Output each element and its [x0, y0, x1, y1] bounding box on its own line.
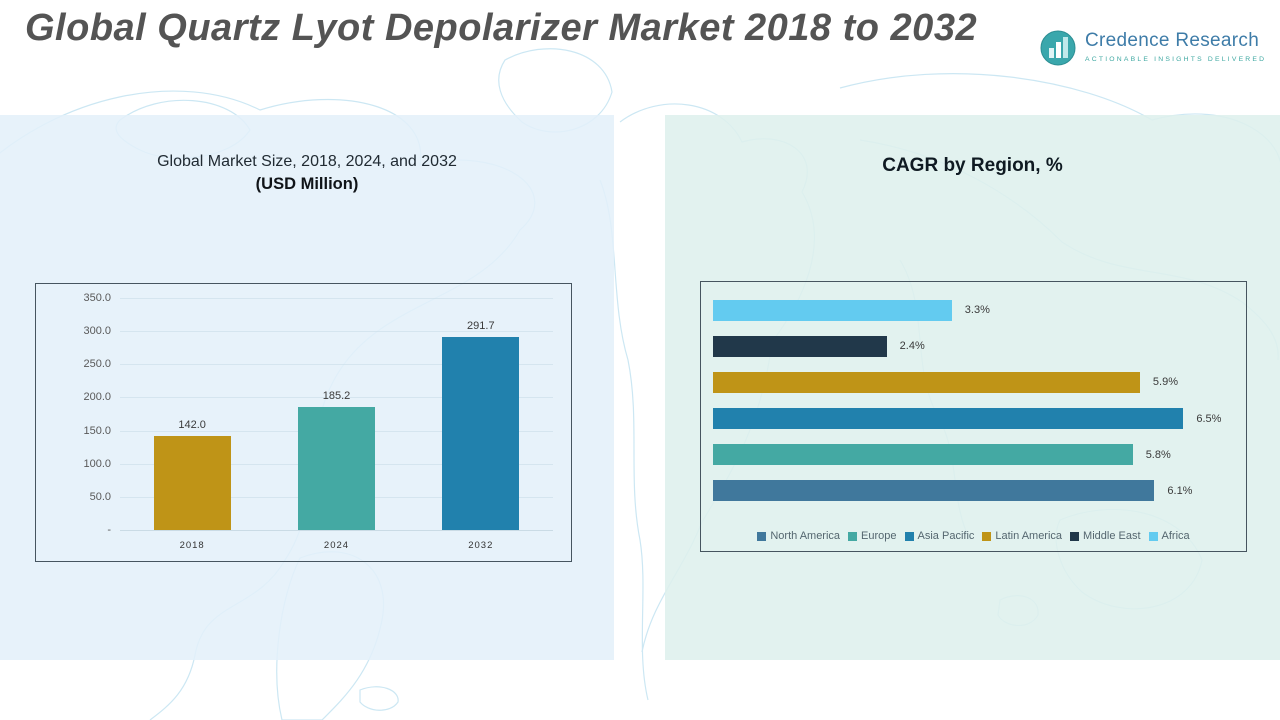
legend-item-africa: Africa: [1148, 530, 1190, 542]
cagr-bar-middle-east: [713, 335, 887, 357]
legend-label: Africa: [1161, 530, 1190, 542]
x-axis-category-label: 2024: [323, 540, 350, 551]
legend-label: Asia Pacific: [917, 530, 975, 542]
cagr-chart: 3.3% 2.4% 5.9% 6.5% 5.8% 6.1% North America Eu…: [700, 281, 1247, 552]
cagr-bar-north-america: [713, 480, 1155, 502]
legend-swatch-europe: [848, 531, 858, 541]
cagr-value-label: 6.5%: [1196, 412, 1222, 425]
bar-column-2024: 185.2 2024: [265, 298, 408, 551]
bar-chart-logo-icon: [1040, 30, 1076, 66]
cagr-value-label: 5.9%: [1152, 376, 1178, 389]
cagr-row-latin-america: 5.9%: [713, 371, 1234, 393]
legend-swatch-asia-pacific: [904, 531, 914, 541]
logo-text: Credence Research ACTIONABLE INSIGHTS DE…: [1085, 30, 1266, 63]
bar-column-2032: 291.7 2032: [409, 298, 552, 551]
cagr-value-label: 3.3%: [964, 304, 990, 317]
bars-group: 142.0 2018 185.2 2024 291.7 2032: [120, 298, 553, 551]
gridline: [120, 530, 553, 531]
legend-swatch-africa: [1148, 531, 1158, 541]
bar-2032: [442, 336, 520, 530]
cagr-legend: North America Europe Asia Pacific Latin Ame…: [701, 530, 1246, 542]
cagr-row-north-america: 6.1%: [713, 480, 1234, 502]
market-size-plot-area: - 50.0 100.0 150.0 200.0 250.0 300.0 350.0 142.0…: [83, 292, 553, 551]
cagr-plot-area: 3.3% 2.4% 5.9% 6.5% 5.8% 6.1%: [713, 292, 1234, 509]
bar-column-2018: 142.0 2018: [121, 298, 264, 551]
legend-swatch-latin-america: [982, 531, 992, 541]
y-axis-tick-label: -: [107, 524, 111, 536]
legend-swatch-north-america: [757, 531, 767, 541]
bar-2018: [153, 435, 231, 530]
cagr-chart-title: CAGR by Region, %: [882, 155, 1063, 176]
cagr-row-middle-east: 2.4%: [713, 335, 1234, 357]
y-axis-tick-label: 350.0: [83, 292, 111, 304]
bar-value-label: 142.0: [178, 418, 206, 431]
y-axis-tick-label: 50.0: [89, 490, 111, 503]
cagr-bar-africa: [713, 299, 952, 321]
cagr-row-europe: 5.8%: [713, 444, 1234, 466]
page-title: Global Quartz Lyot Depolarizer Market 20…: [25, 7, 978, 49]
logo-tagline: ACTIONABLE INSIGHTS DELIVERED: [1085, 56, 1267, 63]
legend-item-latin-america: Latin America: [982, 530, 1062, 542]
cagr-row-asia-pacific: 6.5%: [713, 408, 1234, 430]
cagr-bar-latin-america: [713, 371, 1140, 393]
x-axis-category-label: 2018: [179, 540, 205, 551]
market-size-chart: - 50.0 100.0 150.0 200.0 250.0 300.0 350.0 142.0…: [35, 283, 572, 562]
x-axis-category-label: 2032: [468, 540, 494, 551]
legend-swatch-middle-east: [1070, 531, 1080, 541]
legend-label: North America: [770, 530, 841, 542]
y-axis-tick-label: 150.0: [83, 424, 111, 437]
legend-item-north-america: North America: [757, 530, 840, 542]
y-axis-tick-label: 300.0: [83, 325, 111, 338]
cagr-value-label: 5.8%: [1145, 448, 1171, 461]
cagr-panel: CAGR by Region, % 3.3% 2.4% 5.9% 6.5% 5.8% 6.…: [665, 115, 1280, 660]
legend-item-asia-pacific: Asia Pacific: [904, 530, 975, 542]
legend-label: Middle East: [1083, 530, 1141, 542]
market-size-chart-subtitle: (USD Million): [255, 175, 359, 193]
y-axis-tick-label: 200.0: [83, 391, 111, 404]
gridline: [120, 364, 553, 366]
logo-name: Credence Research: [1085, 30, 1260, 51]
bar-value-label: 291.7: [467, 319, 495, 332]
legend-item-middle-east: Middle East: [1070, 530, 1141, 542]
y-axis-tick-label: 100.0: [83, 457, 111, 470]
legend-label: Latin America: [995, 530, 1063, 542]
credence-research-logo: Credence Research ACTIONABLE INSIGHTS DE…: [1040, 30, 1266, 66]
bar-2024: [297, 407, 375, 530]
market-size-panel: Global Market Size, 2018, 2024, and 2032…: [0, 115, 614, 660]
cagr-bar-asia-pacific: [713, 408, 1184, 430]
market-size-chart-title: Global Market Size, 2018, 2024, and 2032: [157, 153, 457, 170]
cagr-bar-europe: [713, 444, 1133, 466]
legend-label: Europe: [861, 530, 897, 542]
cagr-value-label: 2.4%: [899, 340, 925, 353]
gridline: [120, 331, 553, 333]
cagr-row-africa: 3.3%: [713, 299, 1234, 321]
cagr-value-label: 6.1%: [1167, 484, 1193, 497]
y-axis-tick-label: 250.0: [83, 358, 111, 371]
bar-value-label: 185.2: [322, 390, 351, 403]
gridline: [120, 298, 553, 299]
gridline: [120, 397, 553, 399]
legend-item-europe: Europe: [848, 530, 897, 542]
